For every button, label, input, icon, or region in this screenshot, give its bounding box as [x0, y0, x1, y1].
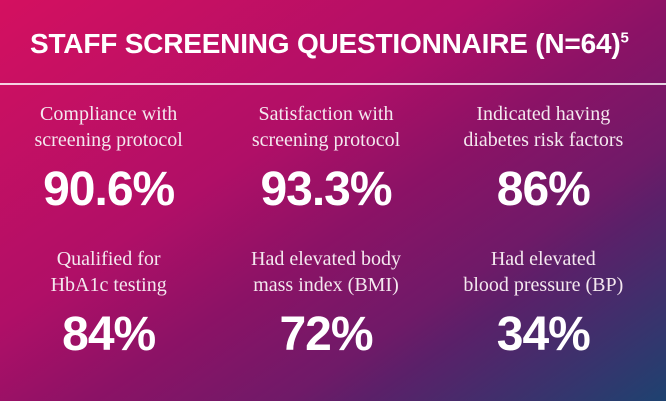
stat-value: 93.3%	[260, 163, 392, 216]
stat-card-hba1c: Qualified for HbA1c testing 84%	[0, 246, 217, 361]
title-footnote-superscript: 5	[620, 29, 629, 47]
stat-label: Satisfaction with screening protocol	[251, 103, 401, 151]
stat-card-compliance: Compliance with screening protocol 90.6%	[0, 101, 217, 216]
stat-label: Indicated having diabetes risk factors	[463, 103, 624, 151]
page-title-text: STAFF SCREENING QUESTIONNAIRE (N=64)	[30, 27, 621, 59]
stat-value: 84%	[62, 308, 156, 361]
stat-value: 72%	[279, 308, 373, 361]
stat-value: 34%	[496, 308, 591, 361]
stat-label: Had elevated body mass index (BMI)	[251, 248, 401, 296]
stat-card-blood-pressure: Had elevated blood pressure (BP) 34%	[435, 246, 652, 361]
stat-value: 90.6%	[43, 163, 175, 216]
stat-label: Qualified for HbA1c testing	[50, 248, 167, 296]
header: STAFF SCREENING QUESTIONNAIRE (N=64)5	[0, 0, 666, 83]
stat-label: Compliance with screening protocol	[34, 103, 183, 151]
stat-card-satisfaction: Satisfaction with screening protocol 93.…	[217, 101, 434, 216]
stat-value: 86%	[496, 163, 591, 216]
page-title: STAFF SCREENING QUESTIONNAIRE (N=64)5	[30, 27, 629, 59]
stats-grid: Compliance with screening protocol 90.6%…	[0, 85, 666, 361]
stat-card-bmi: Had elevated body mass index (BMI) 72%	[217, 246, 434, 361]
header-divider	[0, 83, 666, 85]
stat-label: Had elevated blood pressure (BP)	[463, 248, 624, 296]
stat-card-diabetes-risk: Indicated having diabetes risk factors 8…	[435, 101, 652, 216]
